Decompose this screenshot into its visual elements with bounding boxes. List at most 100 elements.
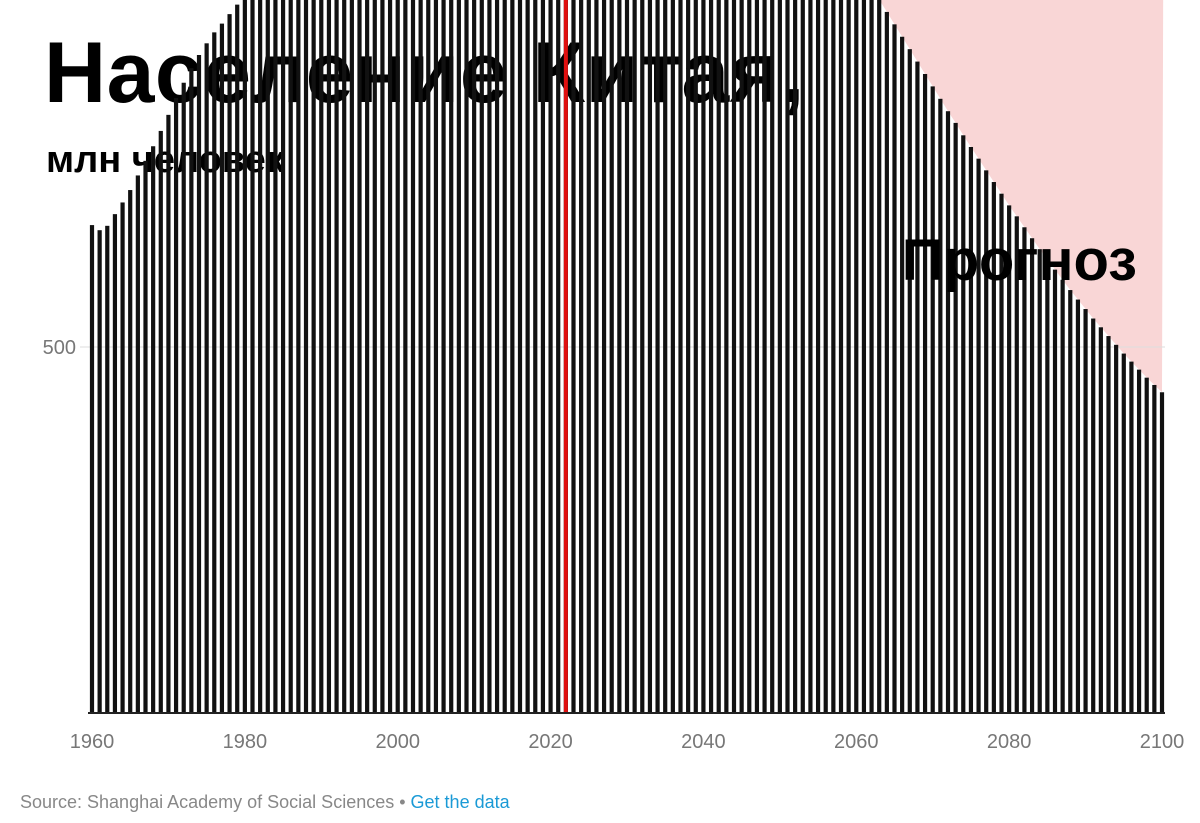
- bar-2069: [922, 73, 928, 713]
- current-year-marker: [563, 0, 568, 712]
- bar-2059: [846, 0, 851, 712]
- bar-1980: [242, 0, 247, 713]
- bar-2093: [1106, 336, 1111, 712]
- x-tick-label-1960: 1960: [70, 731, 115, 753]
- bar-2076: [976, 158, 981, 712]
- bar-2086: [1052, 269, 1058, 712]
- bar-2055: [815, 0, 821, 712]
- bar-2048: [762, 0, 767, 712]
- bar-2063: [877, 0, 882, 712]
- bar-2032: [640, 0, 645, 712]
- bar-1972: [181, 82, 186, 713]
- source-separator: •: [394, 792, 411, 812]
- bar-2057: [831, 0, 836, 712]
- bar-2064: [884, 11, 889, 713]
- x-tick-label-2060: 2060: [834, 731, 879, 753]
- bar-1999: [387, 0, 393, 712]
- bar-2016: [517, 0, 523, 712]
- get-data-link[interactable]: Get the data: [410, 792, 510, 812]
- bar-2028: [609, 0, 614, 712]
- bar-2037: [678, 0, 683, 712]
- bar-2045: [739, 0, 744, 712]
- bar-2091: [1091, 318, 1096, 712]
- bar-1993: [342, 0, 347, 712]
- bar-2007: [449, 0, 454, 713]
- bar-1986: [288, 0, 293, 713]
- source-line: Source: Shanghai Academy of Social Scien…: [20, 792, 510, 813]
- bar-2075: [968, 146, 974, 713]
- bar-2040: [701, 0, 706, 712]
- bar-2095: [1121, 353, 1126, 712]
- bar-1973: [189, 68, 194, 712]
- bar-1967: [143, 160, 148, 713]
- bar-2029: [617, 0, 622, 713]
- bar-2050: [777, 0, 782, 712]
- bar-1990: [319, 0, 324, 712]
- bar-1965: [128, 190, 133, 713]
- bar-2004: [426, 0, 431, 713]
- bar-1960: [89, 225, 95, 712]
- bar-1976: [212, 32, 217, 713]
- bar-1994: [349, 0, 354, 712]
- bar-2033: [647, 0, 653, 712]
- bar-2025: [586, 0, 591, 712]
- bar-1991: [326, 0, 332, 712]
- bar-2047: [754, 0, 760, 712]
- bar-2015: [510, 0, 515, 712]
- x-tick-label-1980: 1980: [223, 731, 268, 753]
- bar-1992: [334, 0, 339, 713]
- bar-1964: [120, 202, 125, 712]
- bar-1975: [204, 43, 209, 712]
- bar-2019: [540, 0, 546, 712]
- bar-2083: [1029, 238, 1035, 713]
- bar-2011: [479, 0, 484, 712]
- bar-2067: [907, 49, 912, 713]
- bar-1996: [365, 0, 370, 713]
- bar-2070: [930, 86, 935, 712]
- bar-1981: [250, 0, 255, 712]
- bar-2058: [838, 0, 844, 713]
- x-tick-label-2000: 2000: [375, 731, 420, 753]
- bar-2089: [1075, 299, 1081, 712]
- bar-2074: [961, 135, 966, 713]
- bar-2077: [984, 170, 989, 713]
- bar-2000: [395, 0, 400, 712]
- bar-2027: [601, 0, 607, 712]
- bar-2060: [854, 0, 859, 713]
- bar-2096: [1129, 361, 1134, 712]
- bar-2052: [793, 0, 798, 712]
- bar-2034: [655, 0, 660, 712]
- bar-1998: [380, 0, 385, 713]
- bar-2054: [808, 0, 813, 712]
- bar-2068: [915, 61, 920, 712]
- bar-1961: [97, 230, 102, 712]
- bar-2072: [945, 111, 951, 712]
- bar-2099: [1152, 384, 1157, 712]
- bar-2012: [487, 0, 492, 712]
- bar-2053: [800, 0, 805, 713]
- bar-2066: [900, 36, 905, 712]
- bar-1983: [265, 0, 270, 712]
- x-tick-label-2040: 2040: [681, 731, 726, 753]
- forecast-label: Прогноз: [902, 228, 1137, 293]
- bar-1974: [196, 55, 202, 712]
- bar-2082: [1022, 227, 1027, 712]
- bar-1989: [311, 0, 316, 712]
- bar-1987: [296, 0, 301, 712]
- bar-2026: [594, 0, 599, 712]
- bar-2061: [861, 0, 867, 712]
- bar-2009: [464, 0, 469, 712]
- bar-1963: [112, 214, 118, 712]
- bar-1962: [105, 225, 110, 712]
- bar-1984: [273, 0, 278, 713]
- bar-2097: [1136, 369, 1142, 712]
- bar-2003: [418, 0, 423, 712]
- bar-2079: [999, 193, 1004, 712]
- bar-1985: [280, 0, 286, 712]
- bar-2017: [525, 0, 530, 713]
- bar-1969: [158, 130, 163, 713]
- bar-1966: [135, 175, 140, 712]
- bar-2018: [533, 0, 538, 713]
- bar-2020: [548, 0, 553, 712]
